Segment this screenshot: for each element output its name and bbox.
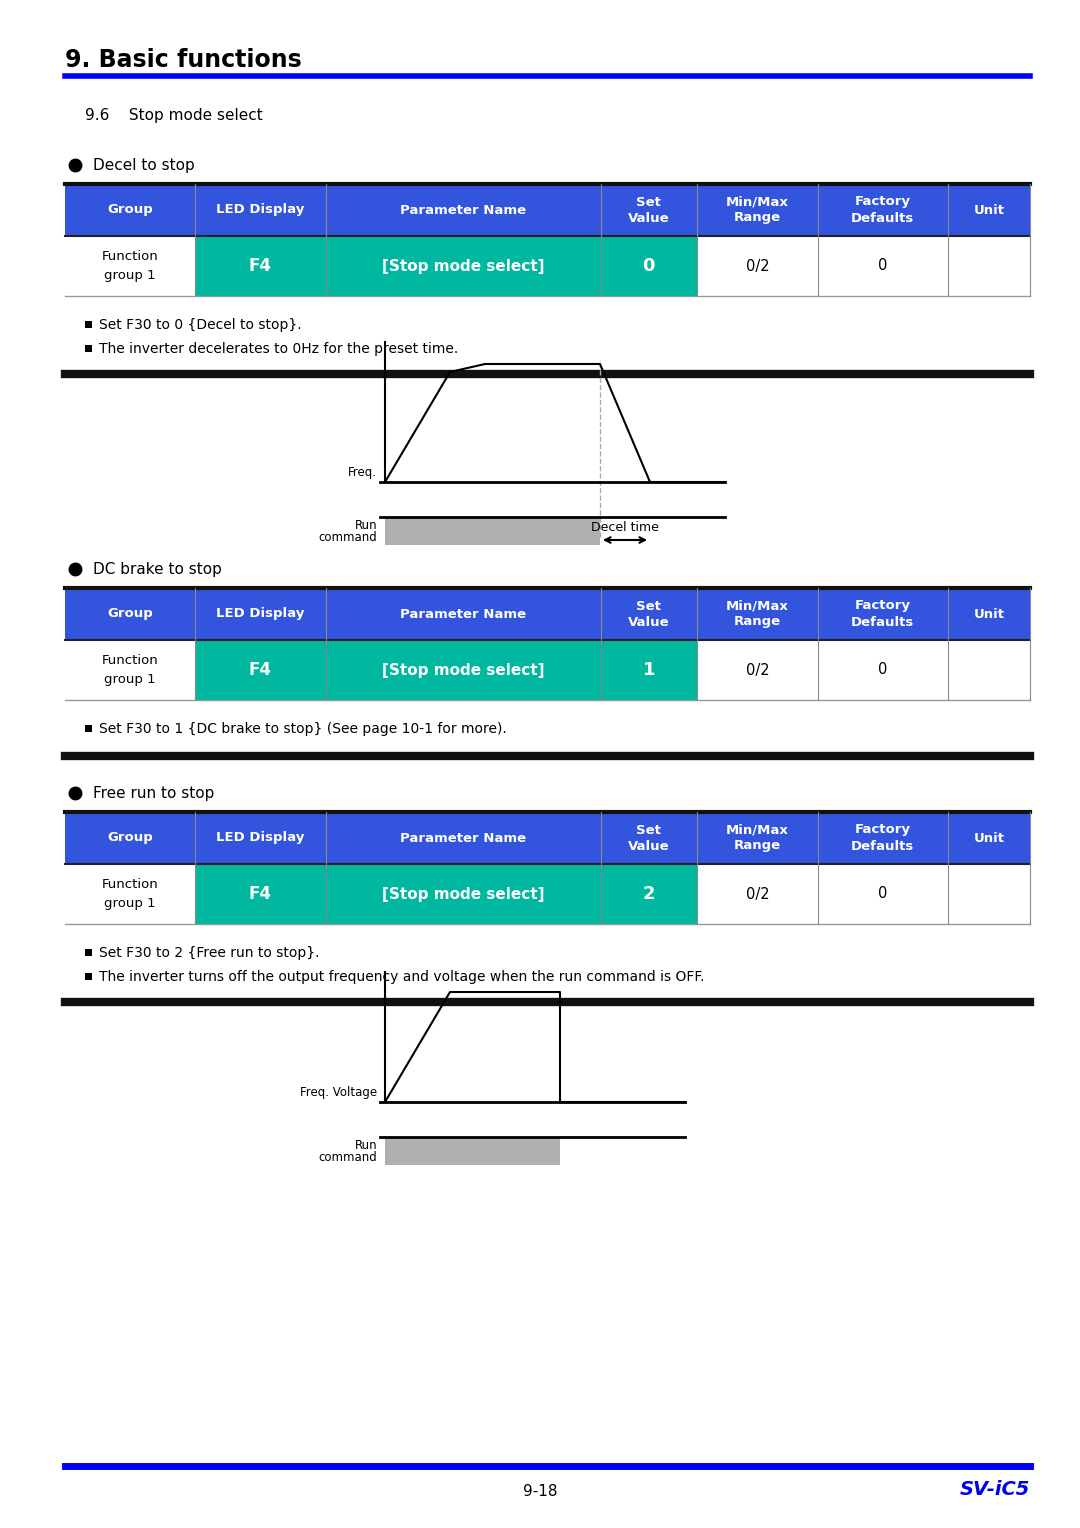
Bar: [65, 183, 1030, 235]
Text: Set: Set: [636, 824, 661, 836]
Text: Run: Run: [354, 1138, 377, 1152]
Bar: [85, 973, 92, 979]
Text: Free run to stop: Free run to stop: [93, 785, 214, 801]
Text: The inverter turns off the output frequency and voltage when the run command is : The inverter turns off the output freque…: [99, 970, 704, 984]
Text: 9-18: 9-18: [523, 1484, 557, 1499]
Text: 0: 0: [878, 258, 888, 274]
Text: 9.6    Stop mode select: 9.6 Stop mode select: [85, 108, 262, 122]
Text: Factory: Factory: [855, 599, 910, 613]
Bar: [65, 863, 1030, 924]
Text: Unit: Unit: [973, 831, 1004, 845]
Bar: [85, 949, 92, 957]
Text: Factory: Factory: [855, 824, 910, 836]
Text: [Stop mode select]: [Stop mode select]: [382, 886, 544, 902]
Text: Defaults: Defaults: [851, 616, 915, 628]
Bar: [65, 811, 1030, 863]
Text: Function: Function: [102, 879, 159, 891]
Text: 1: 1: [643, 662, 656, 678]
Bar: [384, 1137, 561, 1164]
Text: group 1: group 1: [105, 269, 156, 281]
Text: Value: Value: [627, 839, 670, 853]
Text: Freq. Voltage: Freq. Voltage: [300, 1086, 377, 1099]
Text: [Stop mode select]: [Stop mode select]: [382, 663, 544, 677]
Text: Defaults: Defaults: [851, 839, 915, 853]
Text: Set F30 to 2 {Free run to stop}.: Set F30 to 2 {Free run to stop}.: [99, 946, 320, 960]
Text: Parameter Name: Parameter Name: [400, 203, 526, 217]
Text: [Stop mode select]: [Stop mode select]: [382, 258, 544, 274]
Bar: [65, 640, 1030, 700]
Text: Parameter Name: Parameter Name: [400, 608, 526, 620]
Text: Function: Function: [102, 654, 159, 668]
Text: command: command: [319, 532, 377, 544]
Text: Range: Range: [733, 616, 781, 628]
Text: Decel to stop: Decel to stop: [93, 157, 194, 173]
Text: 2: 2: [643, 885, 656, 903]
Bar: [85, 345, 92, 351]
Text: Range: Range: [733, 211, 781, 225]
Text: 0/2: 0/2: [745, 886, 769, 902]
Text: F4: F4: [248, 257, 272, 275]
Text: Set: Set: [636, 599, 661, 613]
Text: Unit: Unit: [973, 203, 1004, 217]
Text: group 1: group 1: [105, 672, 156, 686]
Text: Defaults: Defaults: [851, 211, 915, 225]
Text: 0: 0: [878, 663, 888, 677]
Bar: [65, 588, 1030, 640]
Text: Min/Max: Min/Max: [726, 824, 788, 836]
Bar: [65, 235, 1030, 296]
Text: 0: 0: [643, 257, 656, 275]
Text: LED Display: LED Display: [216, 203, 305, 217]
Bar: [384, 516, 600, 545]
Text: Freq.: Freq.: [348, 466, 377, 478]
Text: 0: 0: [878, 886, 888, 902]
Text: LED Display: LED Display: [216, 831, 305, 845]
Text: Decel time: Decel time: [591, 521, 659, 533]
Text: 9. Basic functions: 9. Basic functions: [65, 47, 301, 72]
Text: group 1: group 1: [105, 897, 156, 909]
Text: Unit: Unit: [973, 608, 1004, 620]
Text: Run: Run: [354, 520, 377, 532]
Text: Group: Group: [107, 608, 153, 620]
Bar: [195, 640, 697, 700]
Text: Min/Max: Min/Max: [726, 599, 788, 613]
Text: command: command: [319, 1151, 377, 1164]
Text: LED Display: LED Display: [216, 608, 305, 620]
Text: Function: Function: [102, 251, 159, 263]
Text: Value: Value: [627, 211, 670, 225]
Text: Group: Group: [107, 831, 153, 845]
Text: Value: Value: [627, 616, 670, 628]
Text: DC brake to stop: DC brake to stop: [93, 562, 221, 578]
Text: Set: Set: [636, 196, 661, 208]
Text: SV-iC5: SV-iC5: [960, 1481, 1030, 1499]
Bar: [85, 724, 92, 732]
Text: Min/Max: Min/Max: [726, 196, 788, 208]
Bar: [85, 321, 92, 329]
Bar: [195, 863, 697, 924]
Text: Set F30 to 1 {DC brake to stop} (See page 10-1 for more).: Set F30 to 1 {DC brake to stop} (See pag…: [99, 723, 507, 736]
Text: 0/2: 0/2: [745, 663, 769, 677]
Text: F4: F4: [248, 662, 272, 678]
Text: 0/2: 0/2: [745, 258, 769, 274]
Text: Set F30 to 0 {Decel to stop}.: Set F30 to 0 {Decel to stop}.: [99, 318, 301, 332]
Text: Parameter Name: Parameter Name: [400, 831, 526, 845]
Text: The inverter decelerates to 0Hz for the preset time.: The inverter decelerates to 0Hz for the …: [99, 342, 458, 356]
Text: F4: F4: [248, 885, 272, 903]
Bar: [195, 235, 697, 296]
Text: Factory: Factory: [855, 196, 910, 208]
Text: Range: Range: [733, 839, 781, 853]
Text: Group: Group: [107, 203, 153, 217]
